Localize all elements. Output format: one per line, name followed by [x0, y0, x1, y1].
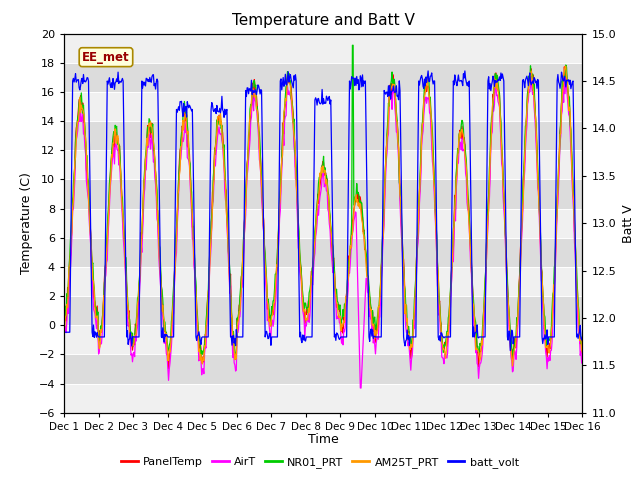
Bar	[64, 121, 582, 150]
Y-axis label: Temperature (C): Temperature (C)	[20, 172, 33, 274]
Legend: PanelTemp, AirT, NR01_PRT, AM25T_PRT, batt_volt: PanelTemp, AirT, NR01_PRT, AM25T_PRT, ba…	[116, 452, 524, 472]
Title: Temperature and Batt V: Temperature and Batt V	[232, 13, 415, 28]
Bar	[64, 63, 582, 92]
Bar	[64, 180, 582, 209]
Bar	[64, 209, 582, 238]
Bar	[64, 238, 582, 267]
Bar	[64, 325, 582, 354]
Bar	[64, 384, 582, 413]
Text: EE_met: EE_met	[82, 51, 130, 64]
Y-axis label: Batt V: Batt V	[621, 204, 635, 242]
Bar	[64, 150, 582, 180]
Bar	[64, 92, 582, 121]
Bar	[64, 34, 582, 63]
Bar	[64, 354, 582, 384]
Bar	[64, 267, 582, 296]
X-axis label: Time: Time	[308, 433, 339, 446]
Bar	[64, 296, 582, 325]
